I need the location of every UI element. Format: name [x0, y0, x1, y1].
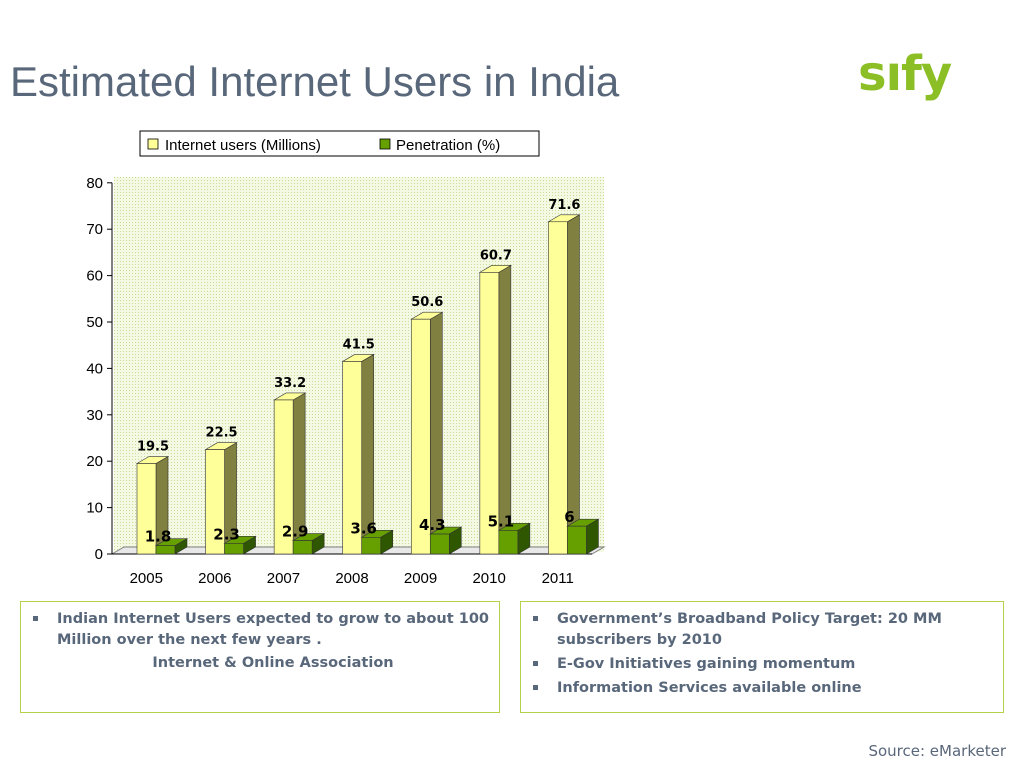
- penetration-bar: [361, 536, 382, 555]
- y-tick-label: 40: [86, 360, 103, 377]
- page-title: Estimated Internet Users in India: [10, 58, 620, 105]
- users-value-label: 33.2: [274, 376, 306, 391]
- x-tick-label: 2006: [198, 570, 231, 587]
- penetration-bar: [155, 545, 176, 555]
- users-bar: [479, 272, 500, 555]
- users-value-label: 19.5: [137, 440, 169, 455]
- y-tick-label: 30: [86, 407, 103, 424]
- info-box-left: Indian Internet Users expected to grow t…: [20, 601, 500, 713]
- penetration-value-label: 5.1: [488, 512, 515, 530]
- info-bullet-text: Indian Internet Users expected to grow t…: [57, 611, 489, 648]
- penetration-bar: [224, 543, 244, 555]
- info-bullet: Indian Internet Users expected to grow t…: [31, 609, 489, 674]
- users-bar-side: [567, 214, 580, 555]
- info-bullet: Information Services available online: [531, 678, 993, 699]
- attribution-text: Internet & Online Association: [152, 655, 394, 671]
- legend-frame: [139, 130, 540, 157]
- penetration-value-label: 1.8: [145, 528, 172, 546]
- penetration-value-label: 6: [564, 508, 574, 526]
- sify-logo: sıfy: [858, 46, 952, 102]
- chart-legend: Internet users (Millions) Penetration (%…: [139, 130, 540, 157]
- y-tick-label: 10: [86, 500, 103, 517]
- legend-swatch-users: [147, 138, 159, 150]
- info-box-right: Government’s Broadband Policy Target: 20…: [520, 601, 1004, 713]
- y-tick-label: 70: [86, 221, 103, 238]
- users-bar: [273, 399, 294, 555]
- users-value-label: 50.6: [411, 295, 443, 310]
- users-value-label: 71.6: [548, 198, 580, 213]
- penetration-value-label: 3.6: [350, 519, 377, 537]
- users-bar: [342, 361, 363, 555]
- x-tick-label: 2009: [404, 570, 437, 587]
- users-bar: [410, 318, 431, 555]
- x-tick-label: 2010: [472, 570, 505, 587]
- penetration-bar: [498, 530, 519, 555]
- info-bullet: E-Gov Initiatives gaining momentum: [531, 654, 993, 675]
- penetration-value-label: 4.3: [419, 516, 446, 534]
- x-tick-label: 2008: [335, 570, 368, 587]
- users-value-label: 41.5: [343, 337, 375, 352]
- users-value-label: 60.7: [480, 248, 512, 263]
- users-bar-side: [498, 264, 512, 555]
- users-value-label: 22.5: [206, 426, 238, 441]
- penetration-bar: [567, 525, 587, 555]
- info-bullet: Government’s Broadband Policy Target: 20…: [531, 609, 993, 651]
- penetration-value-label: 2.9: [282, 523, 309, 541]
- penetration-bar: [429, 533, 450, 555]
- users-bar: [136, 463, 157, 555]
- chart-bars: [135, 214, 600, 555]
- y-tick-label: 20: [86, 453, 103, 470]
- y-tick-label: 80: [86, 175, 103, 192]
- penetration-bar: [292, 540, 313, 555]
- x-tick-label: 2011: [542, 570, 574, 587]
- legend-swatch-penetration: [379, 138, 391, 150]
- chart-axes: 0 10 20 30 40 50 60 70 80 2005 2006 2007 2008 2009 201…: [86, 175, 592, 587]
- y-tick-label: 60: [86, 268, 103, 285]
- users-bar: [205, 449, 225, 555]
- internet-users-chart: Internet users (Millions) Penetration (%…: [86, 130, 606, 587]
- users-bar: [548, 221, 568, 555]
- legend-label-users: Internet users (Millions): [165, 137, 321, 154]
- chart-data-labels: 19.5 1.8 22.5 2.3 33.2 2.9 41.5 3.6 50.6 4.3 60.7 5…: [137, 198, 581, 546]
- x-tick-label: 2005: [130, 570, 163, 587]
- y-tick-label: 50: [86, 314, 103, 331]
- penetration-value-label: 2.3: [213, 525, 240, 543]
- source-note: Source: eMarketer: [868, 742, 1006, 760]
- legend-label-penetration: Penetration (%): [396, 137, 500, 154]
- y-tick-label: 0: [95, 546, 103, 563]
- x-tick-label: 2007: [267, 570, 300, 587]
